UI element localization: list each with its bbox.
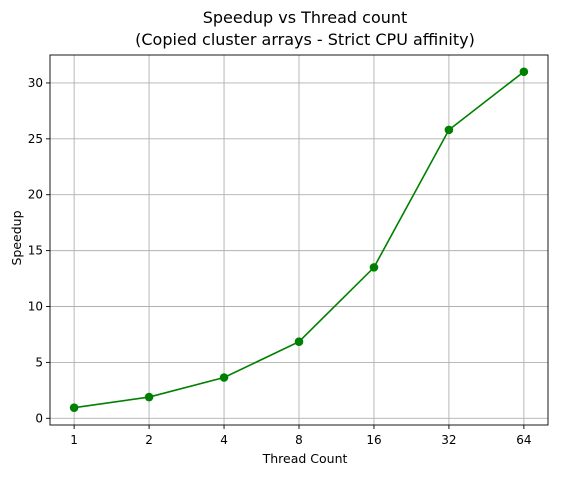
- grid: [50, 55, 548, 425]
- x-tick-label: 4: [220, 433, 228, 447]
- y-axis-label: Speedup: [9, 210, 24, 265]
- y-tick-label: 10: [28, 300, 43, 314]
- x-tick-label: 8: [295, 433, 303, 447]
- data-point: [519, 67, 529, 77]
- y-tick-label: 5: [35, 355, 43, 369]
- data-point: [144, 392, 154, 402]
- x-axis-label: Thread Count: [262, 451, 348, 466]
- data-point: [294, 337, 304, 347]
- axis-ticks: 1 2 4 8 16 32 64 0 5 10 15 20 25 30: [28, 76, 532, 447]
- x-tick-label: 64: [516, 433, 531, 447]
- y-tick-label: 20: [28, 188, 43, 202]
- x-tick-label: 32: [441, 433, 456, 447]
- data-point: [444, 125, 454, 135]
- y-tick-label: 15: [28, 244, 43, 258]
- y-tick-label: 30: [28, 76, 43, 90]
- x-tick-label: 2: [145, 433, 153, 447]
- data-point: [69, 403, 79, 412]
- y-tick-label: 25: [28, 132, 43, 146]
- chart-subtitle: (Copied cluster arrays - Strict CPU affi…: [135, 30, 475, 49]
- chart-title: Speedup vs Thread count: [203, 8, 408, 27]
- y-tick-label: 0: [35, 411, 43, 425]
- data-point: [219, 373, 229, 382]
- series-layer: [69, 67, 529, 412]
- x-tick-label: 16: [366, 433, 381, 447]
- x-tick-label: 1: [70, 433, 78, 447]
- data-point: [369, 263, 379, 272]
